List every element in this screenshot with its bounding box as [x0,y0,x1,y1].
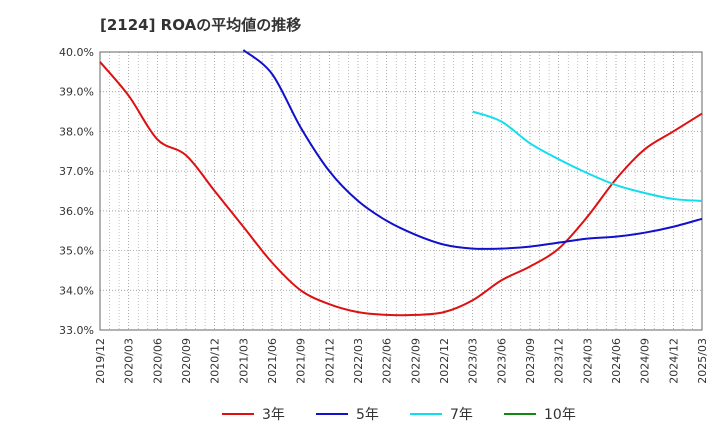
y-tick-label: 36.0% [59,205,94,218]
x-tick-label: 2020/06 [151,338,164,384]
legend-label-3: 10年 [544,407,576,423]
legend-label-0: 3年 [262,407,285,423]
x-tick-label: 2023/09 [524,338,537,384]
chart-title: [2124] ROAの平均値の推移 [100,16,302,34]
x-tick-label: 2022/03 [352,338,365,384]
y-tick-label: 33.0% [59,324,94,337]
x-tick-label: 2025/03 [696,338,709,384]
x-tick-label: 2024/03 [581,338,594,384]
legend-label-1: 5年 [356,407,379,423]
x-tick-label: 2019/12 [94,338,107,384]
x-tick-label: 2024/12 [667,338,680,384]
x-tick-label: 2023/03 [467,338,480,384]
x-tick-label: 2021/09 [295,338,308,384]
x-tick-label: 2021/12 [323,338,336,384]
y-tick-label: 35.0% [59,245,94,258]
x-tick-label: 2022/12 [438,338,451,384]
x-tick-label: 2021/03 [237,338,250,384]
series-line-0 [99,61,703,317]
y-tick-label: 38.0% [59,125,94,138]
series-line-2 [472,110,703,202]
x-tick-label: 2024/09 [639,338,652,384]
x-tick-label: 2023/12 [553,338,566,384]
x-tick-label: 2020/03 [123,338,136,384]
x-tick-label: 2024/06 [610,338,623,384]
x-tick-label: 2021/06 [266,338,279,384]
legend-label-2: 7年 [450,407,473,423]
x-tick-label: 2022/06 [381,338,394,384]
series-line-1 [242,49,703,250]
y-tick-label: 40.0% [59,46,94,59]
x-tick-label: 2020/12 [209,338,222,384]
x-tick-label: 2022/09 [409,338,422,384]
plot-area [100,52,702,330]
plot-frame [99,51,703,331]
y-tick-label: 37.0% [59,165,94,178]
x-tick-label: 2023/06 [495,338,508,384]
x-tick-label: 2020/09 [180,338,193,384]
y-tick-label: 39.0% [59,86,94,99]
y-tick-label: 34.0% [59,284,94,297]
